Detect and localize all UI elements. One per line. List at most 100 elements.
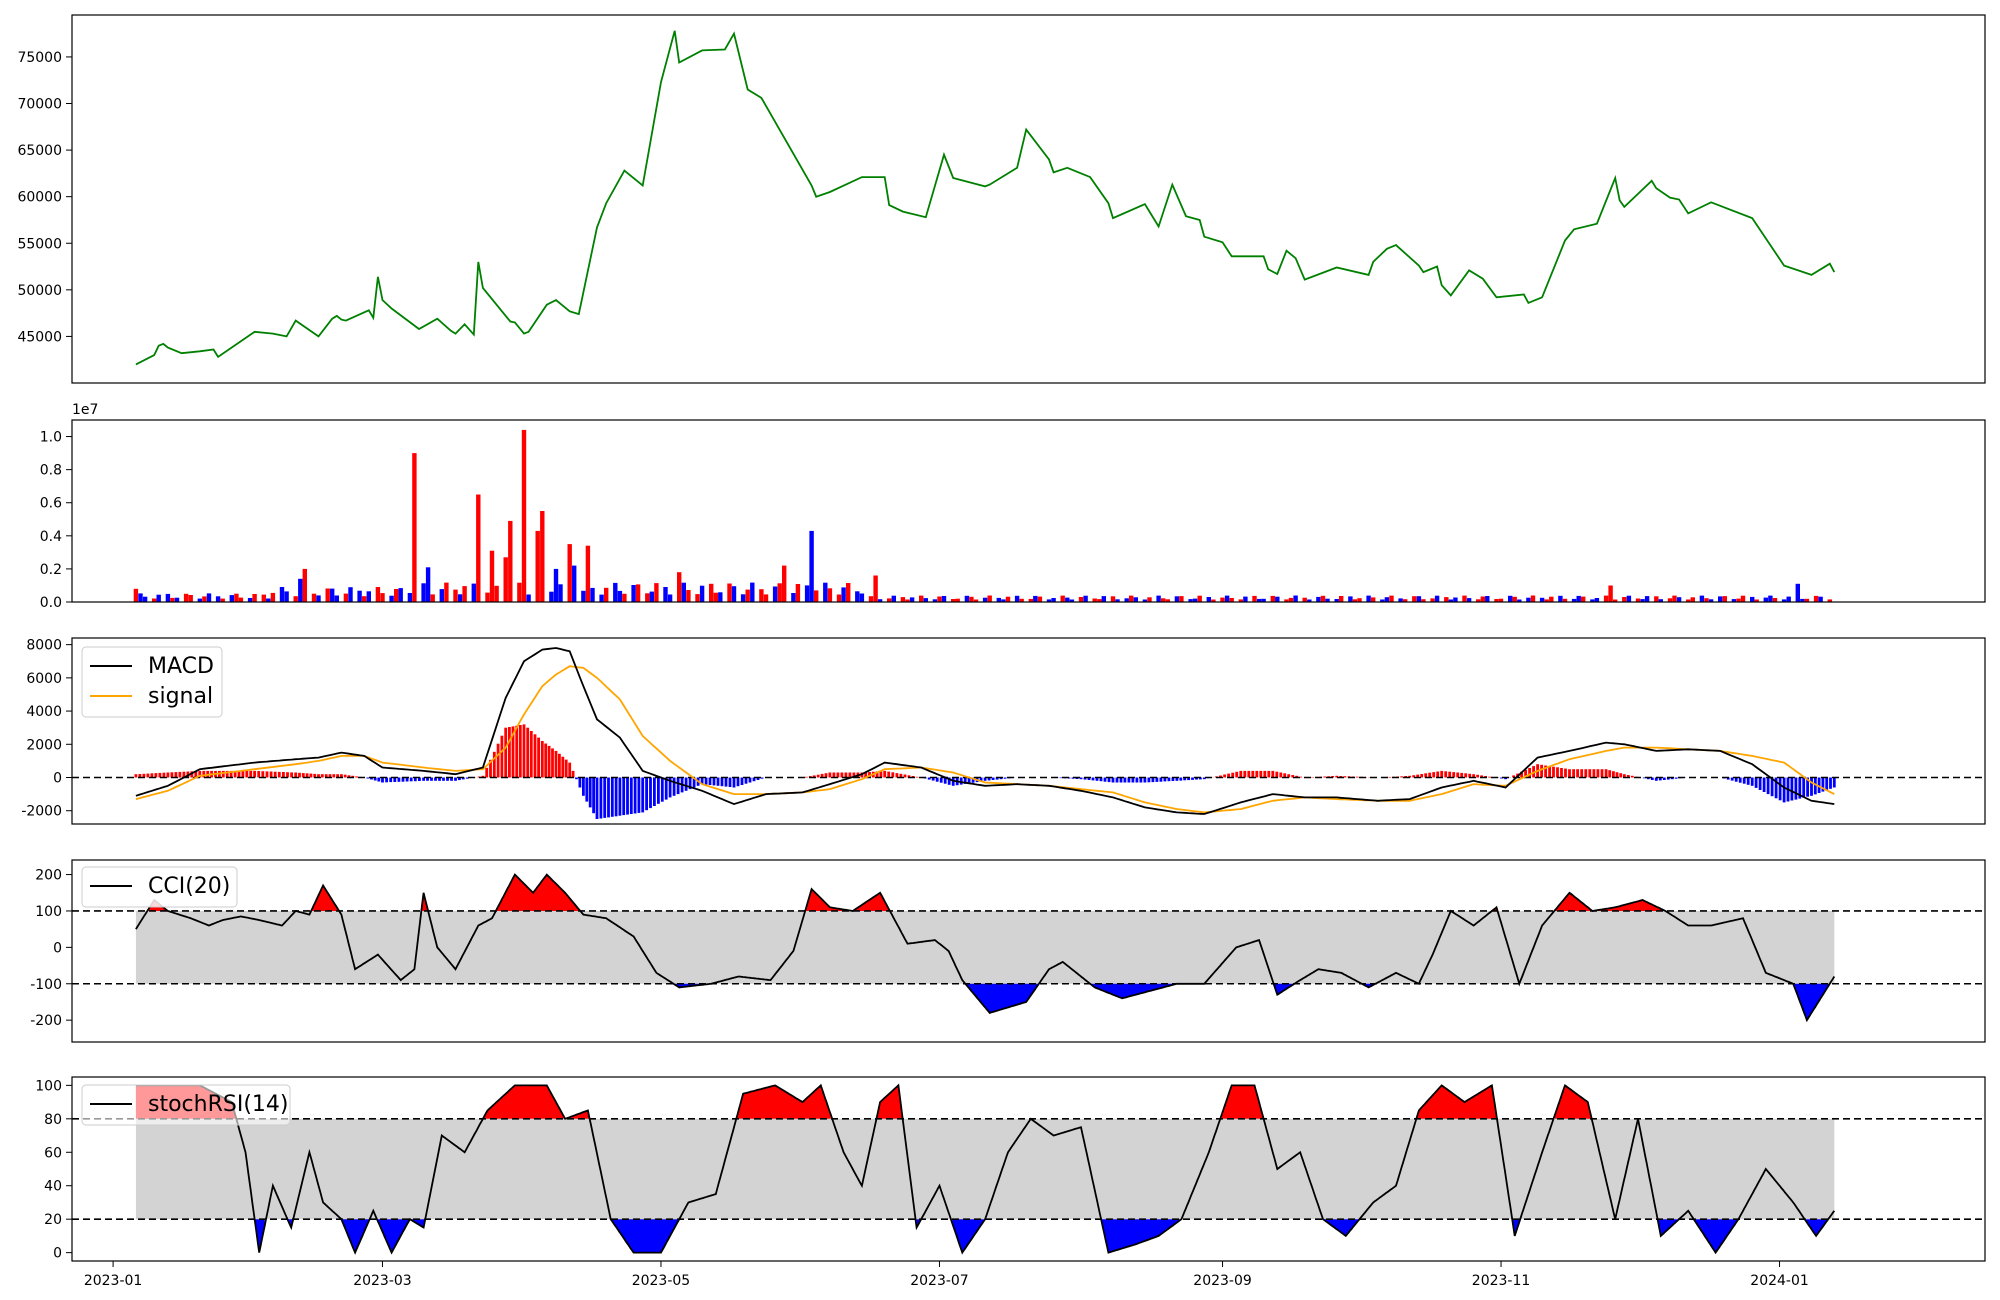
signal-legend-label: signal <box>148 684 213 709</box>
volume-bar <box>1083 595 1088 602</box>
volume-bar <box>677 572 682 602</box>
cci-overbought-fill <box>1555 892 1591 911</box>
volume-bar <box>279 587 285 602</box>
macd-histogram-bar <box>221 770 225 778</box>
volume-bar <box>941 596 947 602</box>
macd-histogram-bar <box>629 777 633 814</box>
macd-histogram-bar <box>748 777 752 783</box>
macd-histogram-bar <box>434 777 437 781</box>
macd-histogram-bar <box>820 773 824 778</box>
macd-histogram-bar <box>1175 777 1179 781</box>
macd-histogram-bar <box>633 777 637 814</box>
volume-bar <box>1384 597 1390 602</box>
volume-bar <box>868 596 874 602</box>
volume-bar <box>1644 596 1650 602</box>
macd-ytick-label: 4000 <box>26 704 62 720</box>
stochrsi-ytick-label: 0 <box>53 1246 62 1262</box>
macd-histogram-bar <box>664 777 668 800</box>
macd-histogram-bar <box>599 777 603 819</box>
macd-histogram-bar <box>1388 776 1392 778</box>
volume-bar <box>795 584 801 602</box>
volume-bar <box>1494 599 1499 602</box>
price-ytick-label: 65000 <box>17 143 62 159</box>
volume-bar <box>731 586 737 602</box>
volume-bar <box>325 588 330 602</box>
macd-histogram-bar <box>999 777 1003 780</box>
macd-histogram-bar <box>1592 769 1596 778</box>
volume-bar <box>142 596 148 602</box>
volume-bar <box>987 595 992 602</box>
macd-histogram-bar <box>174 772 178 778</box>
volume-bar <box>485 592 490 602</box>
macd-histogram-bar <box>1283 773 1287 778</box>
macd-histogram-bar <box>744 777 748 784</box>
macd-histogram-bar <box>294 772 298 778</box>
volume-bar <box>348 587 353 602</box>
macd-histogram-bar <box>1420 774 1424 778</box>
macd-histogram-bar <box>518 725 522 778</box>
volume-bar <box>270 592 276 602</box>
macd-histogram-bar <box>1271 770 1275 778</box>
macd-histogram-bar <box>907 775 911 778</box>
volume-bar <box>932 599 938 602</box>
macd-histogram-bar <box>1802 777 1806 798</box>
macd-histogram-bar <box>927 777 931 780</box>
macd-histogram-bar <box>1436 771 1440 778</box>
macd-histogram-bar <box>1219 775 1222 778</box>
volume-bar <box>489 550 495 602</box>
volume-bar <box>814 590 819 602</box>
macd-histogram-bar <box>812 775 816 778</box>
macd-histogram-bar <box>720 777 724 787</box>
x-tick-label: 2023-03 <box>353 1273 412 1289</box>
macd-histogram-bar <box>1750 777 1754 786</box>
macd-histogram-bar <box>1428 772 1432 778</box>
volume-bar <box>1508 595 1513 602</box>
macd-histogram-bar <box>249 770 253 778</box>
macd-histogram-bar <box>1782 777 1786 803</box>
volume-bar <box>330 588 335 602</box>
volume-bar <box>777 583 782 602</box>
macd-histogram-bar <box>162 772 166 778</box>
volume-bar <box>357 590 362 602</box>
stochrsi-ytick-label: 80 <box>44 1112 62 1128</box>
macd-histogram-bar <box>1654 777 1658 781</box>
volume-bar <box>521 429 527 602</box>
volume-bar <box>1480 596 1485 602</box>
macd-histogram-bar <box>1778 777 1782 801</box>
macd-histogram-bar <box>229 770 233 778</box>
macd-histogram-bar <box>983 777 987 781</box>
volume-bar <box>1261 598 1266 602</box>
volume-bar <box>964 595 970 602</box>
macd-histogram-bar <box>389 777 393 783</box>
volume-bar <box>667 594 673 602</box>
macd-histogram-bar <box>430 777 433 781</box>
volume-bar <box>421 583 426 602</box>
macd-histogram-bar <box>649 777 652 809</box>
macd-histogram-bar <box>657 777 660 804</box>
volume-bar <box>170 597 175 602</box>
volume-bar <box>590 587 595 602</box>
macd-histogram-bar <box>692 777 696 788</box>
macd-histogram-bar <box>377 777 381 782</box>
volume-bar <box>439 589 444 602</box>
volume-bar <box>1672 595 1677 602</box>
macd-histogram-bar <box>1619 773 1623 778</box>
macd-histogram-bar <box>852 772 856 778</box>
macd-histogram-bar <box>253 770 256 778</box>
volume-bar <box>1092 598 1097 602</box>
macd-histogram-bar <box>1167 777 1171 782</box>
volume-bar <box>1800 598 1805 602</box>
macd-histogram-bar <box>1630 775 1634 778</box>
volume-bar <box>1371 597 1376 602</box>
macd-histogram-bar <box>971 777 975 783</box>
volume-bar <box>567 544 572 602</box>
macd-histogram-bar <box>154 773 158 778</box>
volume-bar <box>165 593 171 602</box>
price-line <box>135 30 1836 366</box>
macd-histogram-bar <box>582 777 585 796</box>
macd-histogram-bar <box>995 777 999 780</box>
macd-histogram-bar <box>265 771 269 778</box>
macd-histogram-bar <box>1143 777 1147 783</box>
volume-bar <box>1786 596 1791 602</box>
macd-histogram-bar <box>1798 777 1802 799</box>
